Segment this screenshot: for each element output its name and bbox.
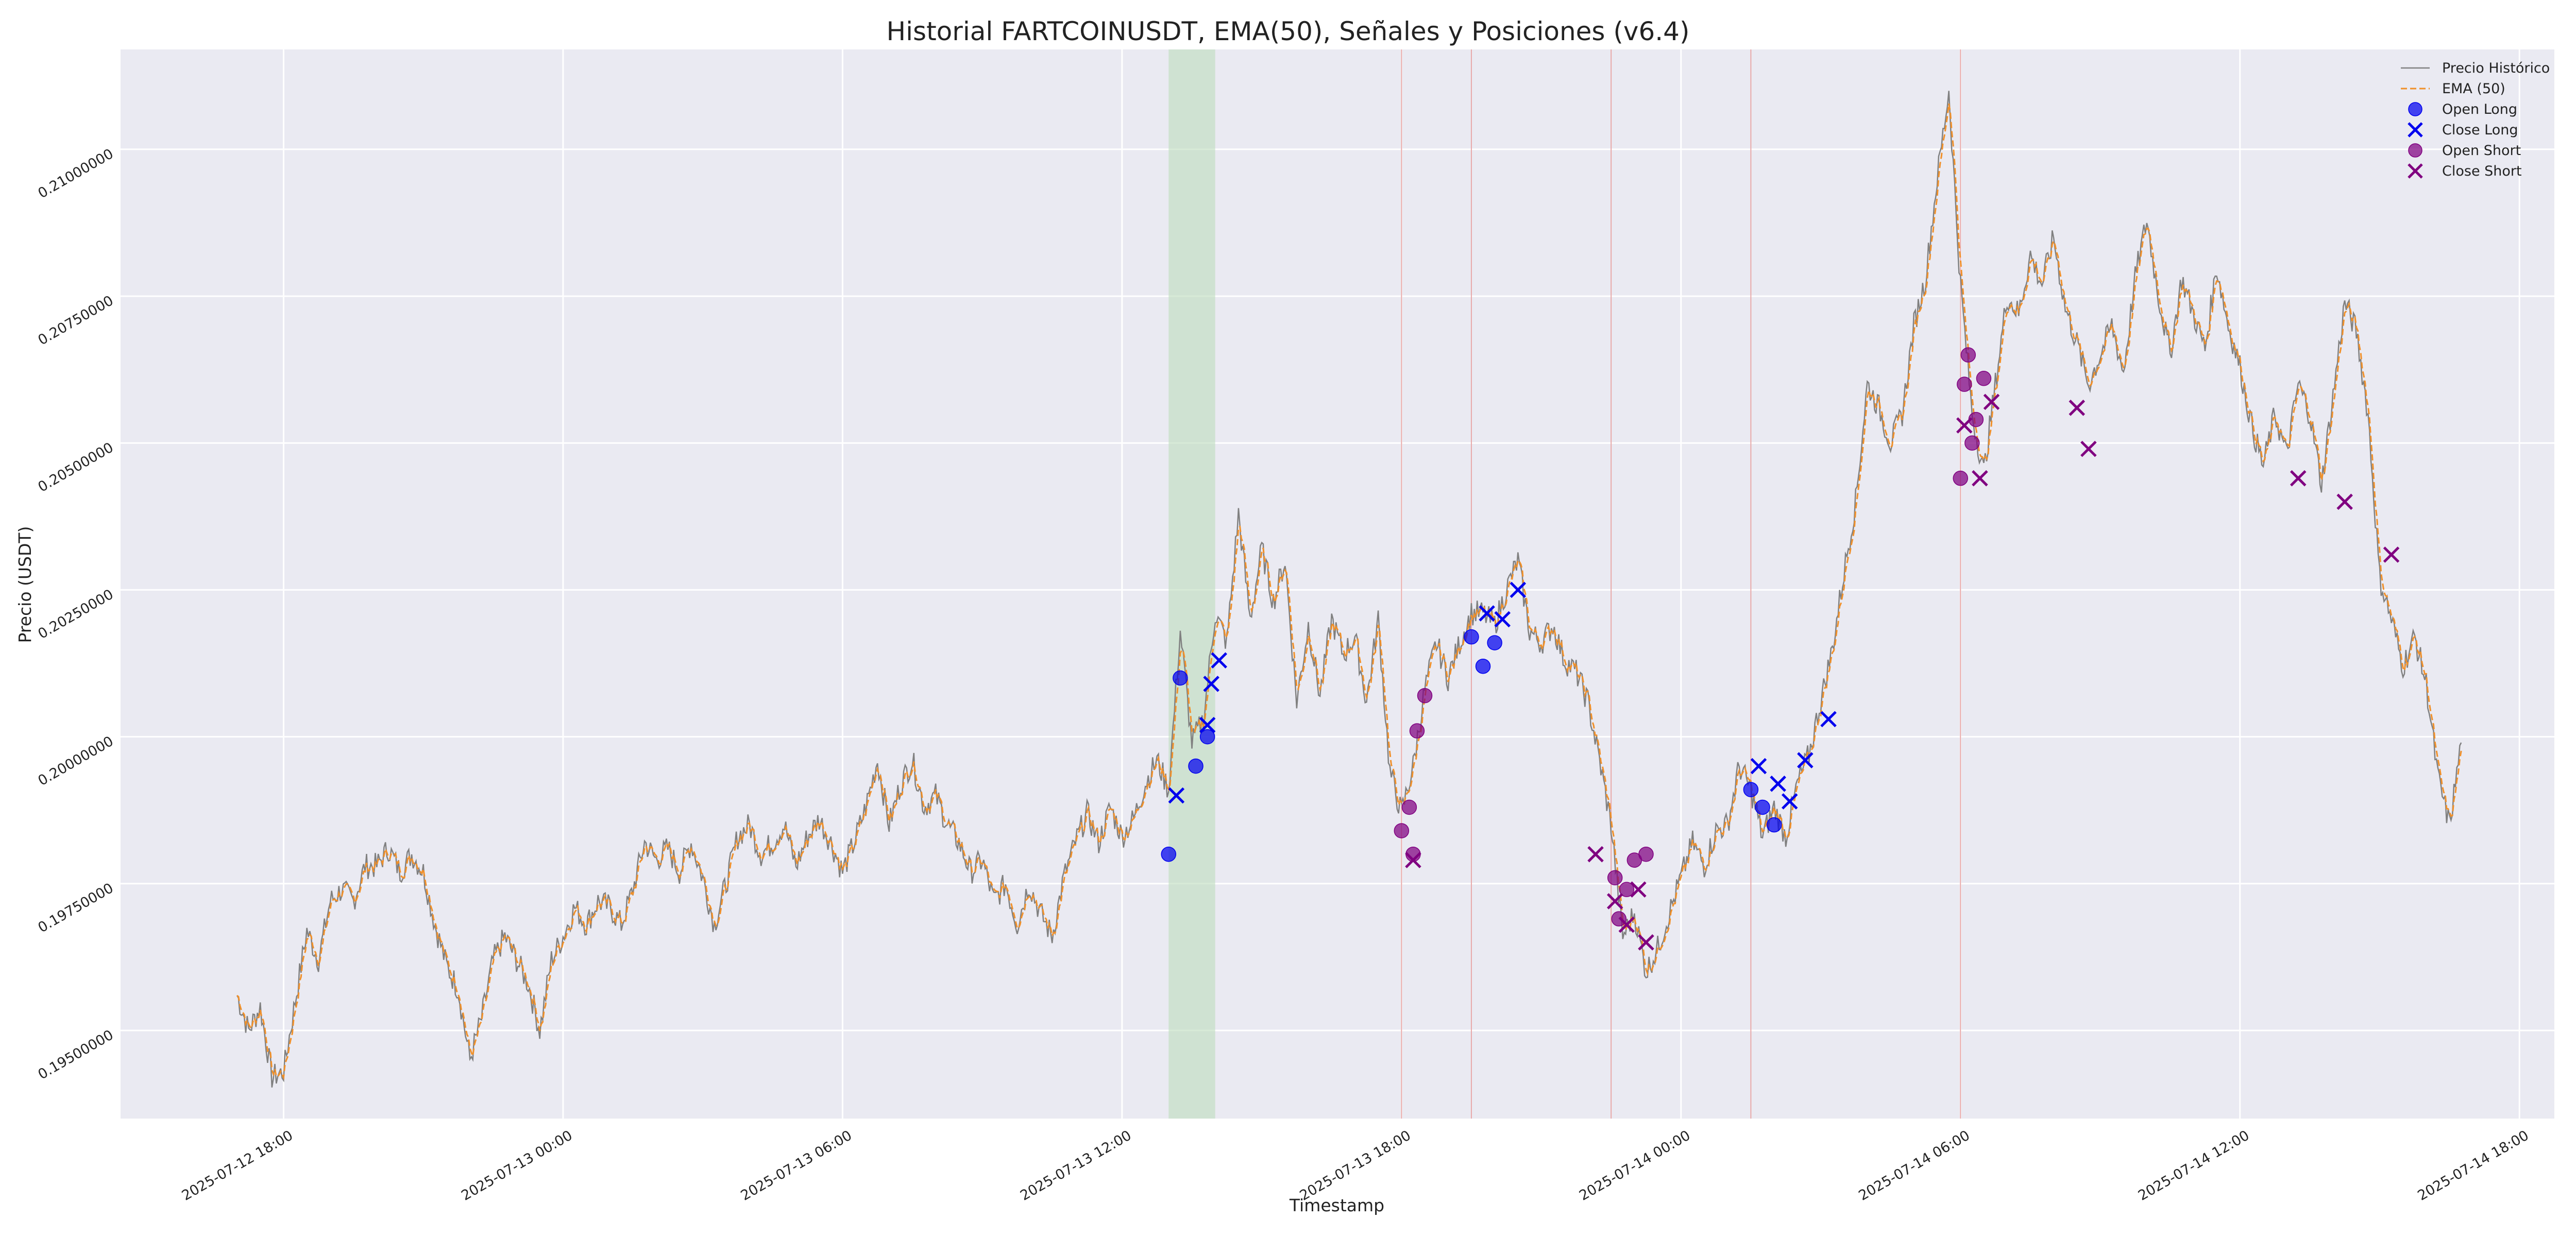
legend-swatch-open-long — [2408, 102, 2422, 116]
open-long-marker — [1475, 658, 1491, 674]
y-tick-label: 0.20000000 — [36, 733, 116, 789]
close-short-marker — [2069, 400, 2086, 416]
x-tick-label: 2025-07-14 12:00 — [2136, 1127, 2252, 1204]
x-tick-label: 2025-07-14 06:00 — [1856, 1127, 1973, 1204]
open-long-marker — [1766, 817, 1782, 833]
close-short-marker — [2290, 470, 2307, 487]
open-long-marker — [1755, 799, 1770, 815]
open-long-marker — [1199, 729, 1215, 745]
open-short-marker — [1409, 723, 1425, 739]
open-short-marker — [1401, 799, 1417, 815]
close-short-marker — [1983, 393, 2000, 410]
open-long-marker — [1487, 635, 1502, 650]
close-long-marker — [1199, 716, 1216, 733]
plot-background — [121, 49, 2554, 1119]
legend-label-precio-hist-rico: Precio Histórico — [2442, 60, 2550, 76]
open-short-marker — [1638, 846, 1654, 862]
open-long-marker — [1743, 782, 1759, 797]
legend-label-close-long: Close Long — [2442, 122, 2518, 138]
close-short-marker — [1405, 852, 1421, 868]
plot-area: 0.19500000 0.19750000 0.20000000 0.20250000… — [36, 49, 2554, 1204]
x-tick-label: 2025-07-13 00:00 — [459, 1127, 575, 1204]
legend-swatch-close-short — [2408, 163, 2423, 179]
close-long-marker — [1797, 752, 1814, 768]
open-short-marker — [1960, 347, 1976, 363]
close-long-marker — [1820, 711, 1837, 728]
close-long-marker — [1168, 787, 1185, 804]
legend-label-close-short: Close Short — [2442, 163, 2522, 179]
close-short-marker — [2336, 493, 2353, 510]
x-tick-label: 2025-07-14 00:00 — [1577, 1127, 1693, 1204]
close-short-marker — [1587, 846, 1604, 863]
close-long-marker — [1770, 776, 1786, 792]
x-axis-title: Timestamp — [1289, 1195, 1384, 1215]
x-tick-label: 2025-07-13 12:00 — [1018, 1127, 1134, 1204]
open-long-marker — [1173, 670, 1188, 686]
close-long-marker — [1750, 758, 1767, 775]
close-long-marker — [1479, 605, 1495, 622]
x-tick-label: 2025-07-12 18:00 — [179, 1127, 296, 1204]
close-short-marker — [1972, 470, 1988, 487]
close-short-marker — [2080, 440, 2097, 457]
legend-label-open-short: Open Short — [2442, 143, 2521, 159]
open-long-marker — [1188, 758, 1204, 774]
close-short-marker — [1956, 417, 1973, 434]
open-short-marker — [1953, 470, 1969, 486]
y-tick-label: 0.19750000 — [36, 880, 116, 936]
y-tick-label: 0.20750000 — [36, 293, 116, 348]
legend-swatch-open-short — [2408, 143, 2422, 158]
close-short-marker — [1638, 934, 1654, 951]
legend-label-open-long: Open Long — [2442, 101, 2517, 117]
open-long-marker — [1464, 629, 1479, 645]
y-tick-label: 0.21000000 — [36, 146, 116, 201]
y-tick-label: 0.20250000 — [36, 587, 116, 642]
ema-line — [236, 104, 2462, 1080]
close-short-marker — [1630, 881, 1647, 898]
open-short-marker — [1964, 435, 1980, 451]
y-axis-title: Precio (USDT) — [15, 526, 35, 643]
close-long-marker — [1510, 581, 1527, 598]
legend-label-ema-50: EMA (50) — [2442, 81, 2505, 97]
close-long-marker — [1494, 611, 1511, 628]
close-short-marker — [1618, 916, 1635, 933]
close-long-marker — [1211, 652, 1227, 669]
close-long-markers — [1168, 581, 1837, 810]
close-short-markers — [1405, 393, 2400, 951]
open-long-marker — [1161, 846, 1177, 862]
open-short-marker — [1976, 371, 1992, 386]
close-short-marker — [2383, 546, 2400, 563]
close-short-marker — [1606, 893, 1623, 909]
y-tick-label: 0.19500000 — [36, 1027, 116, 1083]
open-short-marker — [1611, 911, 1626, 926]
open-short-marker — [1417, 688, 1433, 703]
legend-swatch-close-long — [2408, 122, 2423, 138]
open-short-marker — [1957, 376, 1972, 392]
open-short-markers — [1394, 347, 1992, 926]
close-long-marker — [1203, 676, 1219, 692]
x-tick-label: 2025-07-13 06:00 — [738, 1127, 855, 1204]
close-long-marker — [1781, 793, 1798, 810]
x-tick-label: 2025-07-13 18:00 — [1297, 1127, 1414, 1204]
open-short-marker — [1619, 882, 1635, 897]
x-tick-label: 2025-07-14 18:00 — [2415, 1127, 2531, 1204]
position-highlight-span — [1168, 49, 1215, 1119]
open-long-markers — [1161, 629, 1782, 862]
legend: Precio Histórico EMA (50) Open Long Close L… — [2401, 60, 2550, 179]
open-short-marker — [1607, 870, 1623, 886]
chart-title: Historial FARTCOINUSDT, EMA(50), Señales… — [887, 16, 1690, 46]
y-tick-label: 0.20500000 — [36, 439, 116, 495]
open-short-marker — [1394, 823, 1410, 838]
